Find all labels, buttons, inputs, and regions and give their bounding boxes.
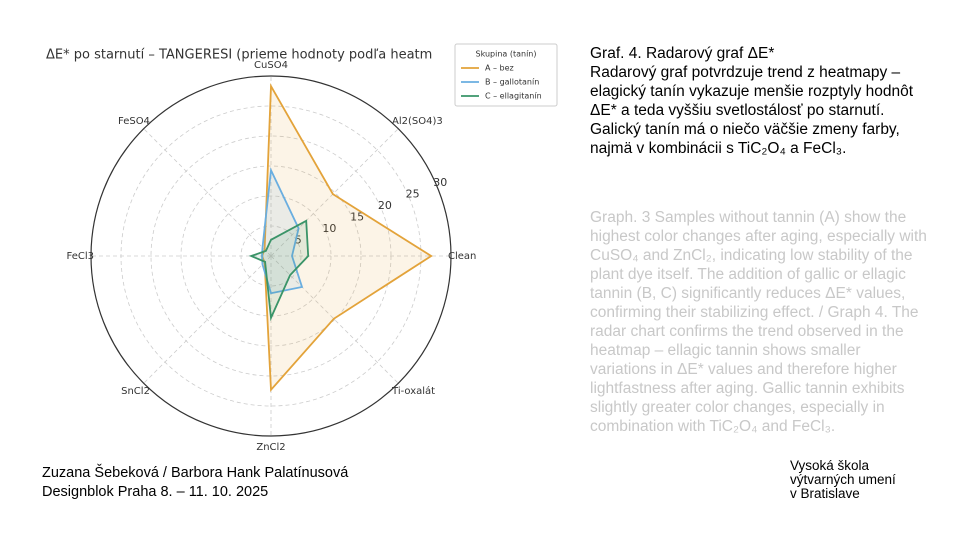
spoke — [143, 255, 272, 384]
r-tick-label: 10 — [322, 222, 336, 235]
grid-ring — [180, 165, 362, 347]
school-line: výtvarných umení — [790, 472, 896, 487]
legend-label: C – ellagitanín — [485, 92, 542, 101]
english-text: Graph. 3 Samples without tannin (A) show… — [590, 209, 927, 435]
heading-block: Graf. 4. Radarový graf ΔE* Radarový graf… — [590, 44, 930, 158]
school-line: Vysoká škola — [790, 458, 870, 473]
r-tick-label: 20 — [378, 199, 392, 212]
outer-ring — [90, 75, 452, 437]
axis-label: ZnCl2 — [256, 442, 285, 453]
axis-label: Clean — [448, 251, 476, 262]
legend: Skupina (tanín) A – bez B – gallotanín C – … — [454, 43, 558, 107]
authors: Zuzana Šebeková / Barbora Hank Palatínus… — [42, 465, 349, 481]
spoke — [270, 255, 399, 384]
axis-label: Ti-oxalát — [391, 385, 435, 397]
spoke — [143, 128, 272, 257]
r-tick-label: 15 — [350, 211, 364, 224]
chart-title: ΔE* po starnutí – TANGERESI (prieme hodn… — [46, 48, 432, 63]
axis-label: Al2(SO4)3 — [392, 116, 443, 127]
legend-label: A – bez — [485, 64, 514, 73]
school: Vysoká škola výtvarných umení v Bratisla… — [790, 459, 896, 501]
footer: Zuzana Šebeková / Barbora Hank Palatínus… — [42, 464, 348, 502]
school-line: v Bratislave — [790, 486, 860, 501]
body-text: Radarový graf potvrdzuje trend z heatmap… — [590, 64, 914, 157]
r-tick-label: 30 — [433, 176, 447, 189]
legend-label: B – gallotanín — [485, 78, 539, 87]
r-tick-label: 25 — [406, 188, 420, 201]
legend-box — [454, 43, 558, 107]
series-area — [261, 166, 304, 295]
chart: ΔE* po starnutí – TANGERESI (prieme hodn… — [46, 43, 558, 453]
event: Designblok Praha 8. – 11. 10. 2025 — [42, 484, 269, 500]
legend-title: Skupina (tanín) — [476, 50, 537, 59]
r-tick-label: 5 — [295, 234, 302, 247]
axis-label: CuSO4 — [254, 60, 288, 71]
axis-label: SnCl2 — [121, 386, 150, 397]
axis-label: FeCl3 — [67, 251, 94, 262]
axis-label: FeSO4 — [118, 116, 150, 127]
heading: Graf. 4. Radarový graf ΔE* — [590, 45, 775, 62]
spoke — [270, 128, 399, 257]
series-area — [248, 219, 310, 322]
